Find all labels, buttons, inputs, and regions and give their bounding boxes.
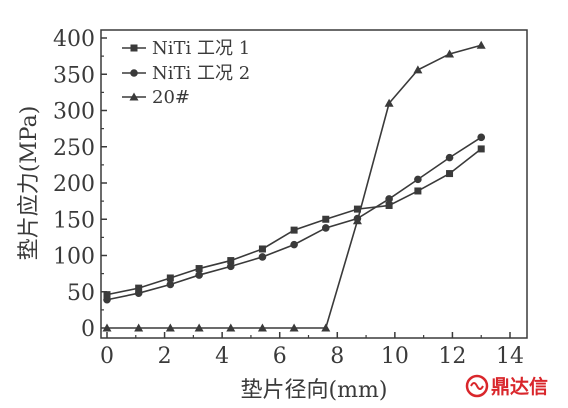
series-1 xyxy=(103,145,485,299)
legend-marker xyxy=(130,69,138,77)
legend-item: NiTi 工况 2 xyxy=(122,63,250,84)
series-line xyxy=(106,136,482,301)
data-point xyxy=(413,65,423,74)
data-point xyxy=(385,201,393,209)
data-point xyxy=(134,289,143,298)
data-point xyxy=(195,271,203,279)
y-tick-label: 0 xyxy=(81,317,95,342)
data-point xyxy=(353,205,361,213)
series-3 xyxy=(102,40,486,332)
data-point xyxy=(289,323,299,332)
data-point xyxy=(226,323,236,332)
y-tick-label: 50 xyxy=(67,281,95,306)
y-tick-label: 300 xyxy=(53,100,95,125)
x-tick-label: 2 xyxy=(158,344,172,369)
data-point xyxy=(321,224,330,232)
data-point xyxy=(321,323,331,332)
data-point xyxy=(226,262,235,271)
legend-marker xyxy=(130,44,138,52)
y-tick-label: 350 xyxy=(53,63,95,88)
x-tick-label: 14 xyxy=(496,344,524,369)
data-point xyxy=(414,175,422,184)
series-layer xyxy=(102,40,486,332)
data-point xyxy=(258,253,267,261)
x-tick-label: 0 xyxy=(100,344,114,369)
watermark-text: 鼎达信 xyxy=(491,375,548,398)
legend-item: 20# xyxy=(122,87,190,108)
data-point xyxy=(476,40,486,49)
data-point xyxy=(385,195,393,203)
data-point xyxy=(166,274,174,282)
watermark-logo-icon xyxy=(465,374,489,398)
data-point xyxy=(257,323,267,332)
data-point xyxy=(165,323,175,332)
data-point xyxy=(477,133,486,142)
y-tick-label: 100 xyxy=(53,245,95,270)
data-point xyxy=(195,265,203,273)
legend-label: 20# xyxy=(152,87,190,108)
data-point xyxy=(290,226,298,234)
data-point xyxy=(445,153,454,162)
x-axis-ticks: 0 2 4 6 8 10 12 14 xyxy=(100,332,524,369)
data-point xyxy=(134,323,144,332)
x-tick-label: 4 xyxy=(215,344,229,369)
y-tick-label: 250 xyxy=(53,136,95,161)
y-tick-label: 200 xyxy=(53,172,95,197)
series-line xyxy=(106,148,482,296)
legend-label: NiTi 工况 1 xyxy=(152,38,250,59)
legend-item: NiTi 工况 1 xyxy=(122,38,250,59)
data-point xyxy=(290,240,298,249)
y-axis-ticks: 0 50 100 150 200 250 300 350 400 xyxy=(53,27,107,342)
x-axis-label: 垫片径向(mm) xyxy=(241,378,388,403)
data-point xyxy=(446,170,454,178)
data-point xyxy=(384,98,394,107)
data-point xyxy=(258,245,266,253)
watermark-logo-mark xyxy=(470,382,484,390)
x-tick-label: 12 xyxy=(438,344,466,369)
y-axis-label: 垫片应力(MPa) xyxy=(17,106,42,261)
data-point xyxy=(102,323,112,332)
legend-label: NiTi 工况 2 xyxy=(152,63,250,84)
legend: NiTi 工况 1 NiTi 工况 2 20# xyxy=(122,38,250,108)
legend-marker xyxy=(129,92,139,101)
data-point xyxy=(477,145,485,153)
series-2 xyxy=(103,133,486,304)
data-point xyxy=(103,295,111,304)
watermark: 鼎达信 xyxy=(465,374,548,398)
data-point xyxy=(445,49,455,58)
y-tick-label: 150 xyxy=(53,208,95,233)
data-point xyxy=(103,291,111,299)
y-tick-label: 400 xyxy=(53,27,95,52)
plot-frame xyxy=(100,29,528,339)
data-point xyxy=(414,187,422,195)
data-point xyxy=(194,323,204,332)
data-point xyxy=(227,257,235,265)
x-tick-label: 6 xyxy=(273,344,287,369)
data-point xyxy=(166,280,175,289)
x-tick-label: 10 xyxy=(381,344,409,369)
data-point xyxy=(135,284,143,292)
data-point xyxy=(322,215,330,223)
x-tick-label: 8 xyxy=(330,344,344,369)
data-point xyxy=(352,216,362,225)
